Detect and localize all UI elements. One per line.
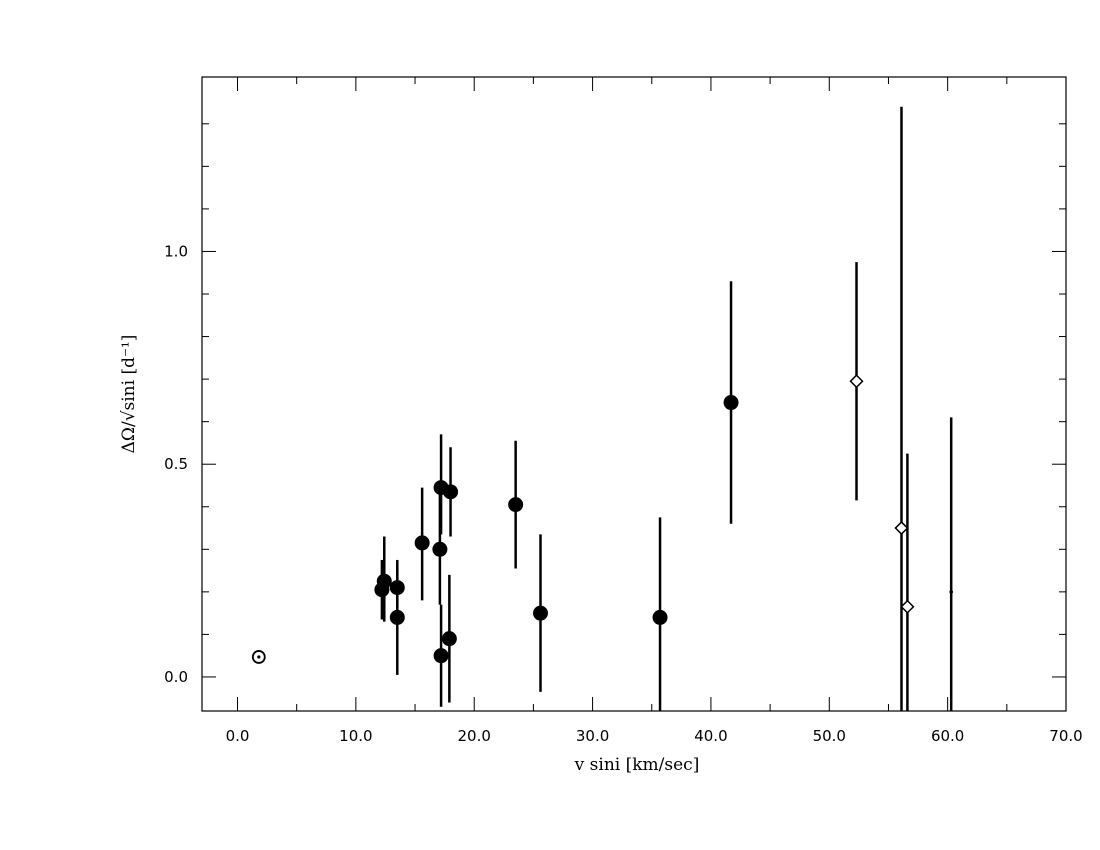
- y-tick-label: 0.0: [164, 668, 188, 686]
- x-tick-labels: 0.0 10.0 20.0 30.0 40.0 50.0 60.0 70.0: [226, 727, 1083, 745]
- diamond-point: [849, 374, 864, 389]
- x-tick-label: 20.0: [458, 727, 491, 745]
- x-tick-label: 50.0: [813, 727, 846, 745]
- data-point: [652, 609, 668, 625]
- data-point: [389, 580, 405, 596]
- data-point: [443, 484, 459, 500]
- data-point: [441, 631, 457, 647]
- sun-symbol-center: [257, 655, 261, 659]
- data-point: [532, 605, 548, 621]
- data-point: [376, 573, 392, 589]
- x-tick-label: 60.0: [931, 727, 964, 745]
- data-point: [433, 648, 449, 664]
- y-tick-label: 0.5: [164, 455, 188, 473]
- x-tick-label: 40.0: [694, 727, 727, 745]
- diamond-point: [894, 520, 909, 536]
- data-point: [432, 541, 448, 557]
- y-axis-label: ΔΩ/√sini [d⁻¹]: [119, 335, 139, 454]
- x-tick-label: 10.0: [339, 727, 372, 745]
- data-point: [723, 395, 739, 411]
- x-axis-label: v sini [km/sec]: [574, 755, 700, 775]
- axis-ticks: [202, 77, 1067, 711]
- y-tick-labels: 0.0 0.5 1.0: [164, 242, 188, 686]
- x-tick-label: 30.0: [576, 727, 609, 745]
- x-tick-label: 70.0: [1049, 727, 1082, 745]
- data-point: [414, 535, 430, 551]
- plot-frame: [201, 76, 1067, 712]
- data-point: [508, 497, 524, 513]
- diamond-point: [900, 599, 915, 614]
- x-tick-label: 0.0: [226, 727, 250, 745]
- data-markers: [251, 374, 953, 664]
- data-point: [389, 609, 405, 625]
- y-tick-label: 1.0: [164, 242, 188, 260]
- small-dot-point: [949, 590, 953, 594]
